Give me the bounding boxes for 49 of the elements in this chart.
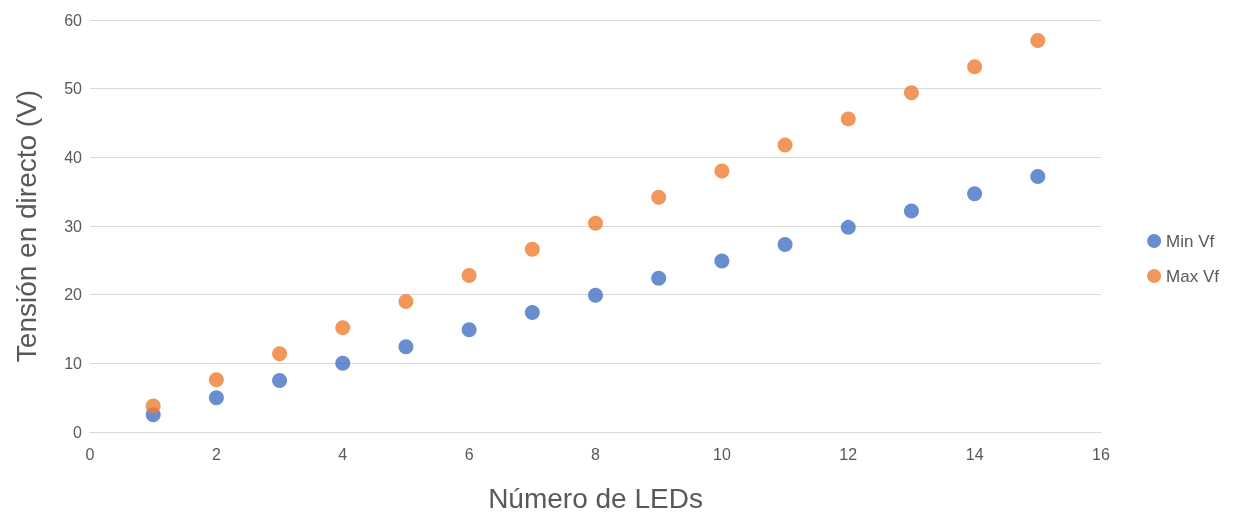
point (714, 253, 730, 269)
point (840, 219, 856, 235)
x-tick-label: 2 (211, 445, 221, 463)
point (398, 294, 414, 310)
point (398, 339, 414, 355)
y-tick-label: 30 (64, 217, 83, 235)
point (903, 203, 919, 219)
y-tick-label: 40 (64, 148, 83, 166)
point (335, 355, 351, 371)
x-tick-label: 14 (965, 445, 984, 463)
point (524, 305, 540, 321)
y-tick-label: 10 (64, 354, 83, 372)
point (524, 241, 540, 257)
point (777, 137, 793, 153)
x-tick-label: 10 (712, 445, 731, 463)
point (335, 320, 351, 336)
x-tick-label: 16 (1092, 445, 1110, 463)
y-tick-label: 0 (73, 423, 83, 441)
x-tick-label: 6 (464, 445, 474, 463)
point (461, 267, 477, 283)
legend-label: Max Vf (1166, 266, 1220, 286)
x-tick-label: 4 (338, 445, 348, 463)
point (272, 346, 288, 362)
point (461, 322, 477, 338)
point (777, 237, 793, 253)
point (967, 186, 983, 202)
point (651, 270, 667, 286)
point (903, 85, 919, 101)
y-tick-label: 60 (64, 11, 83, 29)
point (840, 111, 856, 127)
point (588, 215, 603, 231)
x-tick-label: 0 (85, 445, 95, 463)
y-axis-title: Tensión en directo (V) (10, 89, 42, 363)
legend-label: Min Vf (1166, 231, 1215, 251)
x-tick-label: 8 (591, 445, 601, 463)
point (145, 398, 161, 414)
point (1030, 33, 1046, 49)
point (651, 189, 667, 205)
point (967, 59, 983, 75)
x-tick-label: 12 (839, 445, 858, 463)
point (208, 372, 224, 388)
point (208, 390, 224, 406)
x-axis-title: Número de LEDs (488, 482, 703, 514)
y-tick-label: 20 (64, 286, 83, 304)
point (588, 287, 603, 303)
y-tick-label: 50 (64, 80, 83, 98)
point (272, 373, 288, 388)
point (1030, 169, 1046, 185)
point (714, 163, 730, 179)
